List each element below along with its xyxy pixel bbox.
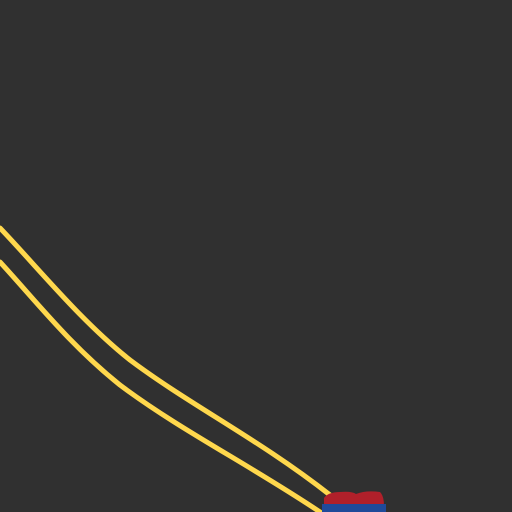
highway-line-south [0, 259, 323, 512]
highway-road[interactable] [0, 225, 333, 512]
shield-bottom [322, 504, 386, 512]
shield-top [324, 491, 384, 506]
highway-line-north [0, 225, 333, 498]
interstate-shield-icon[interactable] [322, 491, 386, 512]
